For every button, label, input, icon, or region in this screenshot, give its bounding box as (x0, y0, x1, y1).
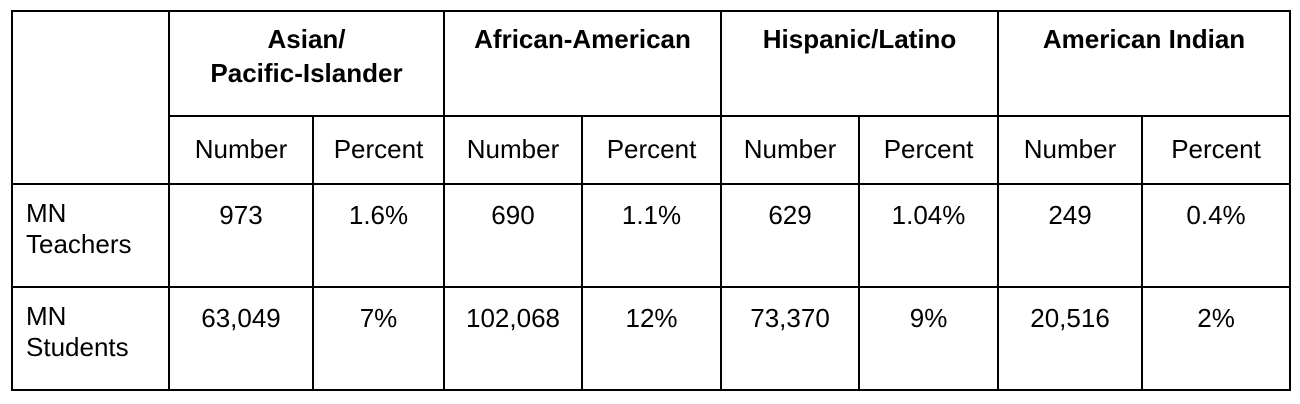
table-cell: 1.6% (312, 183, 445, 288)
sub-header-number: Number (997, 115, 1144, 185)
group-header-hispanic-latino: Hispanic/Latino (720, 10, 1000, 117)
sub-header-number: Number (443, 115, 583, 185)
table-cell: 2% (1141, 286, 1292, 391)
row-label: MN Students (11, 286, 170, 391)
row-label: MN Teachers (11, 183, 170, 288)
row-label-line: Students (26, 332, 129, 362)
table-cell: 20,516 (997, 286, 1144, 391)
table-cell: 249 (997, 183, 1144, 288)
table-cell: 1.04% (858, 183, 1000, 288)
sub-header-percent: Percent (312, 115, 445, 185)
table-cell: 12% (580, 286, 723, 391)
row-label-line: Teachers (26, 229, 132, 259)
sub-header-percent: Percent (858, 115, 1000, 185)
group-label-line: Pacific-Islander (210, 58, 403, 88)
table-cell: 973 (168, 183, 314, 288)
table-cell: 1.1% (580, 183, 723, 288)
table-cell: 690 (443, 183, 583, 288)
table-cell: 7% (312, 286, 445, 391)
sub-header-percent: Percent (1141, 115, 1292, 185)
row-label-line: MN (26, 198, 67, 228)
table-cell: 73,370 (720, 286, 861, 391)
table-cell: 63,049 (168, 286, 314, 391)
sub-header-row: Number Percent Number Percent Number Per… (12, 115, 1292, 185)
group-header-asian-pacific-islander: Asian/ Pacific-Islander (168, 10, 445, 117)
group-header-row: Asian/ Pacific-Islander African-American… (11, 10, 1292, 185)
sub-header-number: Number (720, 115, 861, 185)
table-cell: 0.4% (1141, 183, 1292, 288)
table-cell: 102,068 (443, 286, 583, 391)
corner-cell (11, 10, 170, 185)
sub-header-percent: Percent (580, 115, 723, 185)
row-label-line: MN (26, 301, 67, 331)
group-header-american-indian: American Indian (997, 10, 1292, 117)
table-row-mn-teachers: MN Teachers 973 1.6% 690 1.1% 629 1.04% … (11, 183, 1292, 288)
table-row-mn-students: MN Students 63,049 7% 102,068 12% 73,370… (11, 286, 1292, 391)
group-header-african-american: African-American (442, 10, 723, 117)
table-cell: 629 (720, 183, 861, 288)
sub-header-number: Number (168, 115, 314, 185)
demographics-table: Asian/ Pacific-Islander African-American… (11, 10, 1292, 391)
group-label-line: Asian/ (267, 24, 346, 54)
table-cell: 9% (858, 286, 1000, 391)
